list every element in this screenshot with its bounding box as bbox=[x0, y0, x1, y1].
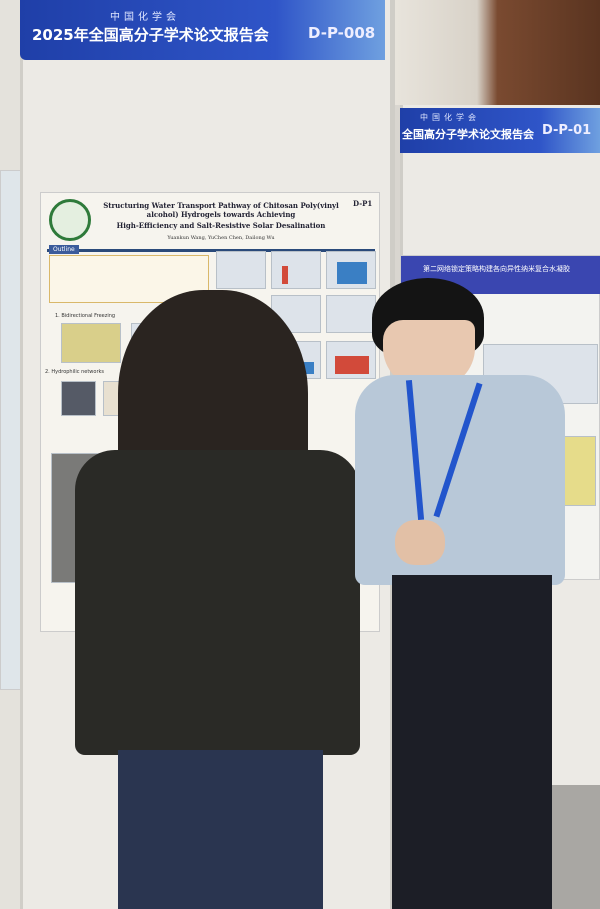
section-1: 1. Bidirectional Freezing bbox=[55, 313, 116, 319]
man-hands bbox=[395, 520, 445, 565]
left-banner: 中国化学会 2025年全国高分子学术论文报告会 D-P-008 bbox=[20, 0, 385, 60]
curtain bbox=[395, 0, 600, 105]
chart-panel bbox=[271, 251, 321, 289]
chart-panel bbox=[326, 295, 376, 333]
man-trousers bbox=[392, 575, 552, 909]
banner-event: 2025年全国高分子学术论文报告会 bbox=[32, 26, 269, 44]
poster-authors: Yuankun Wang, YuChen Chen, Dailong Wu bbox=[167, 235, 275, 241]
bar bbox=[337, 262, 367, 284]
outline-tab: Outline bbox=[49, 245, 79, 254]
bar bbox=[282, 266, 288, 284]
chart-panel bbox=[326, 341, 376, 379]
poster-code: D-P1 bbox=[353, 199, 373, 208]
woman-jeans bbox=[118, 750, 323, 909]
woman-sweater bbox=[75, 450, 360, 755]
bar bbox=[335, 356, 369, 374]
section-2: 2. Hydrophilic networks bbox=[45, 369, 105, 375]
right-banner-event: 全国高分子学术论文报告会 bbox=[402, 128, 534, 141]
figure-3 bbox=[61, 381, 96, 416]
figure-1 bbox=[61, 323, 121, 363]
right-banner-org: 中国化学会 bbox=[420, 113, 480, 122]
right-poster-title: 第二网络锁定策略构建各向异性纳米复合水凝胶 bbox=[423, 265, 570, 273]
chart-panel bbox=[216, 251, 266, 289]
university-logo bbox=[49, 199, 91, 241]
right-banner: 中国化学会 全国高分子学术论文报告会 D-P-01 bbox=[400, 108, 600, 153]
poster-title-2: High-Efficiency and Salt-Resistive Solar… bbox=[116, 221, 326, 230]
chart-panel bbox=[326, 251, 376, 289]
right-banner-code: D-P-01 bbox=[542, 123, 592, 138]
man-shirt bbox=[355, 375, 565, 585]
poster-title-1: Structuring Water Transport Pathway of C… bbox=[103, 201, 339, 219]
header-rule bbox=[47, 249, 375, 252]
banner-code: D-P-008 bbox=[308, 24, 376, 42]
banner-org: 中国化学会 bbox=[110, 12, 180, 23]
